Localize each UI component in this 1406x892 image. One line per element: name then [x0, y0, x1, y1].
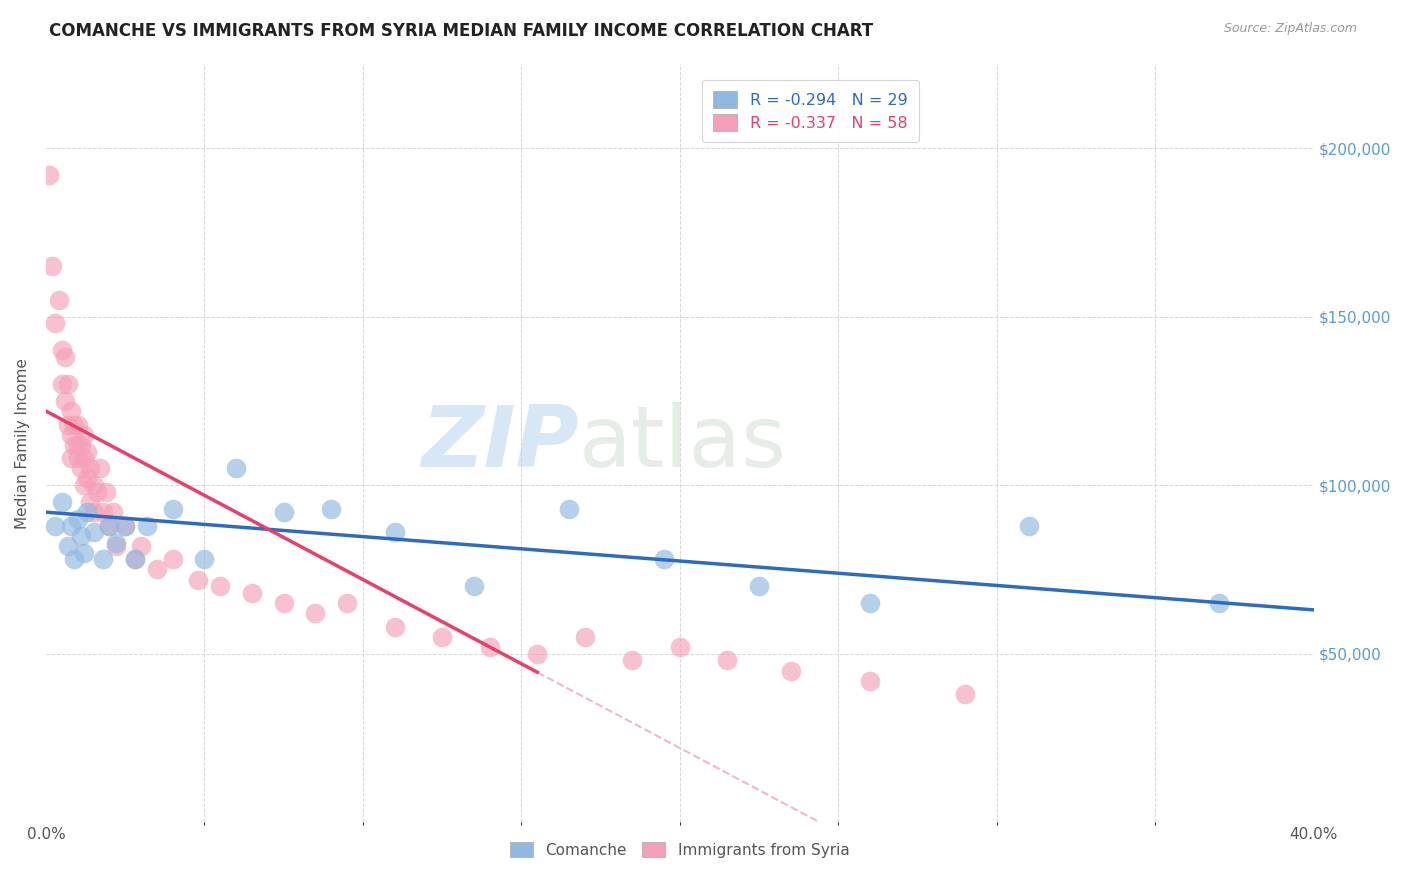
Point	[114, 518, 136, 533]
Point	[779, 664, 801, 678]
Point	[69, 461, 91, 475]
Point	[60, 404, 83, 418]
Point	[86, 485, 108, 500]
Text: atlas: atlas	[578, 401, 786, 484]
Point	[69, 438, 91, 452]
Point	[384, 525, 406, 540]
Point	[83, 478, 105, 492]
Point	[98, 518, 121, 533]
Point	[83, 505, 105, 519]
Point	[321, 501, 343, 516]
Point	[73, 451, 96, 466]
Point	[187, 573, 209, 587]
Point	[526, 647, 548, 661]
Point	[273, 596, 295, 610]
Legend: Comanche, Immigrants from Syria: Comanche, Immigrants from Syria	[505, 836, 855, 863]
Point	[91, 505, 114, 519]
Point	[193, 552, 215, 566]
Point	[79, 461, 101, 475]
Point	[124, 552, 146, 566]
Point	[79, 495, 101, 509]
Point	[1208, 596, 1230, 610]
Point	[953, 687, 976, 701]
Point	[430, 630, 453, 644]
Point	[716, 653, 738, 667]
Point	[66, 512, 89, 526]
Point	[98, 518, 121, 533]
Point	[273, 505, 295, 519]
Point	[60, 427, 83, 442]
Point	[56, 539, 79, 553]
Point	[114, 518, 136, 533]
Point	[60, 518, 83, 533]
Point	[859, 596, 882, 610]
Point	[124, 552, 146, 566]
Point	[101, 505, 124, 519]
Point	[209, 579, 232, 593]
Point	[336, 596, 359, 610]
Point	[558, 501, 581, 516]
Y-axis label: Median Family Income: Median Family Income	[15, 358, 30, 529]
Point	[48, 293, 70, 307]
Point	[162, 501, 184, 516]
Point	[574, 630, 596, 644]
Point	[104, 539, 127, 553]
Point	[66, 438, 89, 452]
Point	[240, 586, 263, 600]
Point	[53, 350, 76, 364]
Point	[162, 552, 184, 566]
Point	[44, 317, 66, 331]
Point	[66, 417, 89, 432]
Point	[38, 168, 60, 182]
Point	[63, 438, 86, 452]
Point	[669, 640, 692, 654]
Text: COMANCHE VS IMMIGRANTS FROM SYRIA MEDIAN FAMILY INCOME CORRELATION CHART: COMANCHE VS IMMIGRANTS FROM SYRIA MEDIAN…	[49, 22, 873, 40]
Point	[129, 539, 152, 553]
Point	[41, 259, 63, 273]
Point	[463, 579, 485, 593]
Point	[73, 427, 96, 442]
Point	[83, 525, 105, 540]
Text: Source: ZipAtlas.com: Source: ZipAtlas.com	[1223, 22, 1357, 36]
Point	[89, 461, 111, 475]
Point	[51, 495, 73, 509]
Point	[53, 394, 76, 409]
Point	[1018, 518, 1040, 533]
Point	[621, 653, 644, 667]
Point	[66, 451, 89, 466]
Point	[91, 552, 114, 566]
Point	[63, 417, 86, 432]
Point	[104, 535, 127, 549]
Text: ZIP: ZIP	[420, 401, 578, 484]
Point	[69, 529, 91, 543]
Point	[225, 461, 247, 475]
Point	[56, 377, 79, 392]
Point	[51, 343, 73, 358]
Point	[76, 505, 98, 519]
Point	[146, 562, 169, 576]
Point	[652, 552, 675, 566]
Point	[859, 673, 882, 688]
Point	[304, 607, 326, 621]
Point	[96, 485, 118, 500]
Point	[44, 518, 66, 533]
Point	[63, 552, 86, 566]
Point	[73, 546, 96, 560]
Point	[478, 640, 501, 654]
Point	[51, 377, 73, 392]
Point	[73, 478, 96, 492]
Point	[76, 471, 98, 485]
Point	[384, 620, 406, 634]
Point	[748, 579, 770, 593]
Point	[56, 417, 79, 432]
Point	[136, 518, 159, 533]
Point	[60, 451, 83, 466]
Point	[76, 444, 98, 458]
